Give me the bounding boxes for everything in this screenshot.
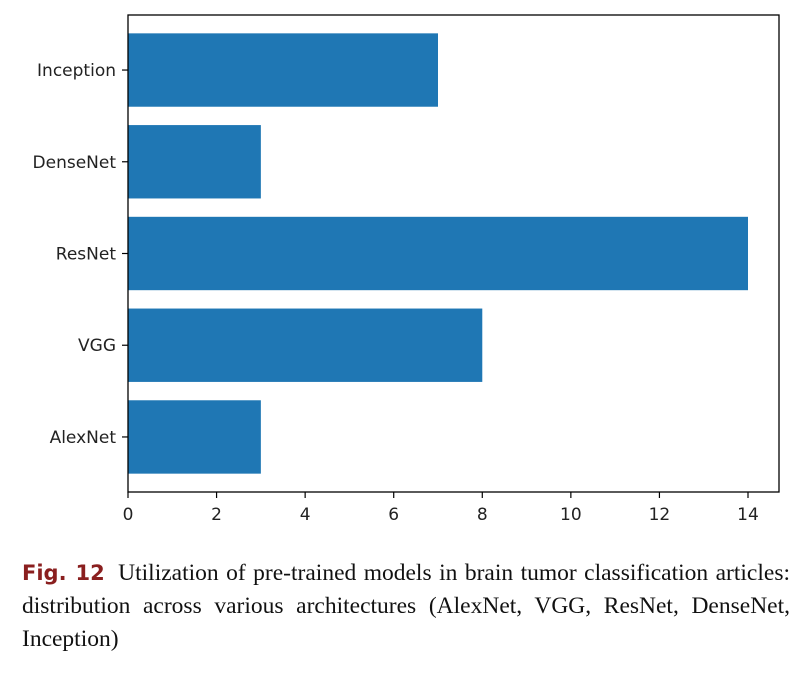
x-tick-label: 4: [300, 505, 311, 525]
bar-vgg: [128, 308, 483, 382]
figure-caption: Fig. 12 Utilization of pre-trained model…: [22, 557, 790, 656]
bars-group: [128, 33, 748, 474]
bar-alexnet: [128, 400, 261, 474]
x-axis: 0 2 4 6 8 10 12 14: [123, 492, 759, 525]
x-tick-label: 10: [560, 505, 582, 525]
bar-resnet: [128, 216, 748, 291]
x-tick-label: 2: [211, 505, 222, 525]
y-tick-label-inception: Inception: [37, 61, 116, 81]
figure-label: Fig. 12: [22, 561, 105, 585]
y-tick-label-vgg: VGG: [78, 336, 116, 356]
x-tick-label: 12: [649, 505, 671, 525]
x-tick-label: 8: [477, 505, 488, 525]
x-tick-label: 14: [737, 505, 759, 525]
y-tick-label-alexnet: AlexNet: [50, 428, 117, 448]
y-tick-label-densenet: DenseNet: [33, 153, 117, 173]
x-tick-label: 6: [388, 505, 399, 525]
bar-densenet: [128, 125, 261, 199]
y-axis: AlexNet VGG ResNet DenseNet Inception: [33, 61, 128, 448]
bar-chart: 0 2 4 6 8 10 12 14 AlexNet VGG ResNet DenseNet Ince…: [33, 14, 780, 525]
caption-text: Utilization of pre-trained models in bra…: [22, 560, 790, 652]
x-tick-label: 0: [123, 505, 134, 525]
bar-inception: [128, 33, 438, 107]
y-tick-label-resnet: ResNet: [56, 245, 117, 265]
